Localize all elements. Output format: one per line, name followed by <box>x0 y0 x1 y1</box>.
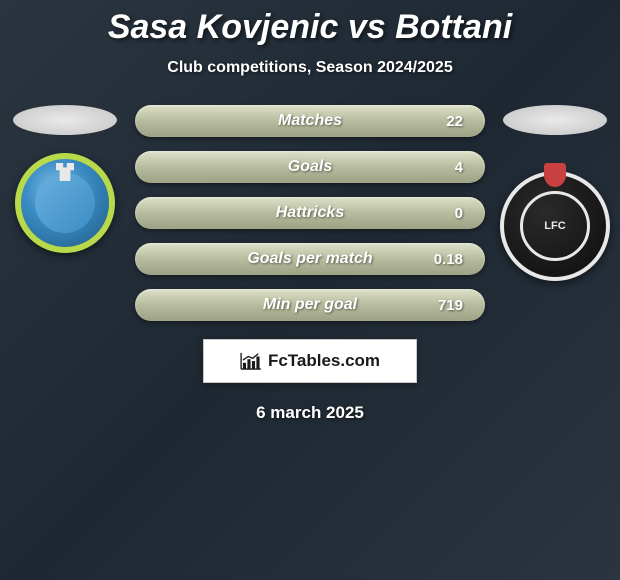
stat-right-value: 0 <box>403 205 463 222</box>
stats-list: Matches 22 Goals 4 Hattricks 0 Goals per… <box>135 105 485 321</box>
club-badge-right-inner: LFC <box>520 191 590 261</box>
page-subtitle: Club competitions, Season 2024/2025 <box>0 59 620 77</box>
stat-right-value: 719 <box>403 297 463 314</box>
stat-row-gpm: Goals per match 0.18 <box>135 243 485 275</box>
stat-right-value: 4 <box>403 159 463 176</box>
player-left-column <box>5 105 125 253</box>
brand-text: FcTables.com <box>268 351 380 371</box>
stat-label: Goals per match <box>217 250 403 268</box>
stat-row-mpg: Min per goal 719 <box>135 289 485 321</box>
club-badge-right: LFC <box>500 171 610 281</box>
brand-box[interactable]: FcTables.com <box>203 339 417 383</box>
club-badge-left <box>15 153 115 253</box>
club-badge-left-inner <box>35 173 95 233</box>
player-left-avatar <box>13 105 117 135</box>
player-right-avatar <box>503 105 607 135</box>
stat-right-value: 0.18 <box>403 251 463 268</box>
stat-row-matches: Matches 22 <box>135 105 485 137</box>
stat-row-hattricks: Hattricks 0 <box>135 197 485 229</box>
stat-label: Goals <box>217 158 403 176</box>
stat-row-goals: Goals 4 <box>135 151 485 183</box>
badge-right-shield-icon <box>544 163 566 187</box>
stat-right-value: 22 <box>403 113 463 130</box>
stat-label: Hattricks <box>217 204 403 222</box>
comparison-content: Matches 22 Goals 4 Hattricks 0 Goals per… <box>0 105 620 321</box>
stat-label: Min per goal <box>217 296 403 314</box>
stat-label: Matches <box>217 112 403 130</box>
player-right-column: LFC <box>495 105 615 281</box>
date-text: 6 march 2025 <box>0 403 620 423</box>
chart-icon <box>240 352 262 370</box>
page-title: Sasa Kovjenic vs Bottani <box>0 0 620 47</box>
